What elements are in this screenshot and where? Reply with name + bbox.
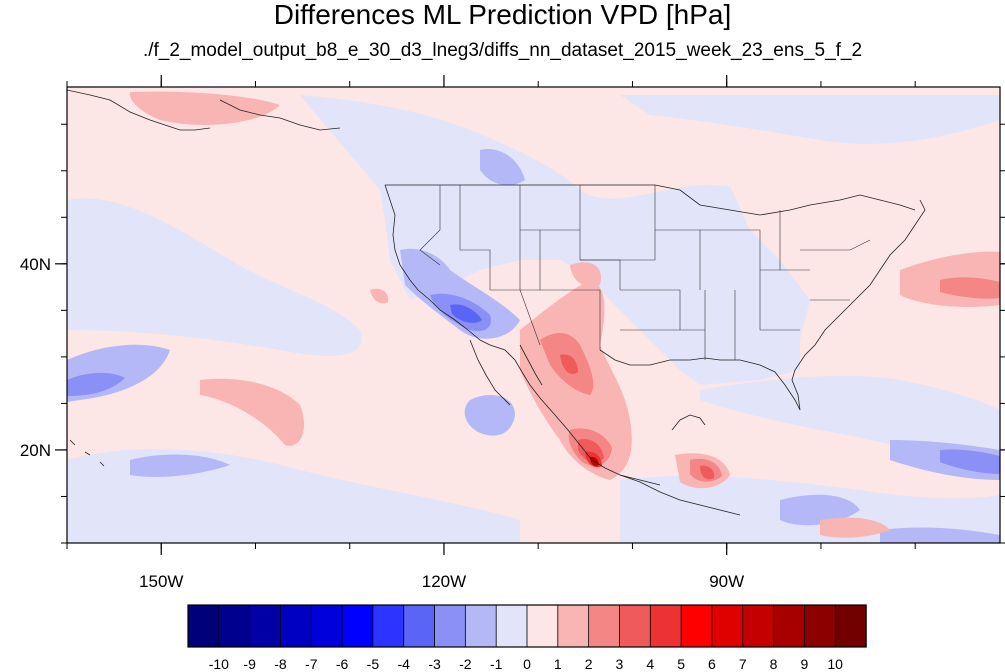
colorbar-label: 9	[800, 656, 808, 672]
colorbar-label: -10	[209, 656, 229, 672]
colorbar-label: 6	[708, 656, 716, 672]
colorbar-box	[557, 604, 590, 648]
colorbar-box	[249, 604, 282, 648]
colorbar-label: -8	[274, 656, 287, 672]
lat-tick-label: 40N	[20, 255, 51, 274]
colorbar-label: 7	[739, 656, 747, 672]
colorbar-box	[310, 604, 343, 648]
lat-tick-label: 20N	[20, 441, 51, 460]
lon-tick-label: 120W	[422, 572, 466, 591]
colorbar-box	[464, 604, 497, 648]
colorbar-box	[526, 604, 559, 648]
colorbar-box	[218, 604, 251, 648]
colorbar-box	[803, 604, 836, 648]
colorbar-label: 8	[770, 656, 778, 672]
colorbar-label: -2	[459, 656, 472, 672]
colorbar-label: -3	[428, 656, 441, 672]
colorbar-box	[403, 604, 436, 648]
colorbar-label: 2	[585, 656, 593, 672]
map-field	[67, 87, 1000, 543]
map-subtitle: ./f_2_model_output_b8_e_30_d3_lneg3/diff…	[142, 40, 863, 61]
colorbar-box	[341, 604, 374, 648]
colorbar-box	[680, 604, 713, 648]
colorbar-label: -4	[398, 656, 411, 672]
state-borders	[419, 185, 871, 360]
lon-tick-label: 90W	[709, 572, 744, 591]
colorbar-label: 4	[646, 656, 654, 672]
colorbar-box	[834, 604, 867, 648]
colorbar-label: 10	[827, 656, 843, 672]
colorbar-label: -1	[490, 656, 503, 672]
colorbar-box	[742, 604, 775, 648]
colorbar-box	[495, 604, 528, 648]
colorbar-label: 5	[677, 656, 685, 672]
colorbar-box	[619, 604, 651, 648]
colorbar-box	[773, 604, 806, 648]
colorbar-label: -7	[305, 656, 318, 672]
colorbar-box	[372, 604, 405, 648]
colorbar-label: -6	[336, 656, 349, 672]
colorbar: -10 -9 -8 -7 -6 -5 -4 -3 -2 -1 0 1 2 3 4 5 6 7 8 9 10	[187, 604, 867, 672]
map-frame	[66, 86, 1001, 544]
colorbar-label: -5	[367, 656, 380, 672]
colorbar-frame	[187, 604, 867, 648]
lon-tick-label: 150W	[139, 572, 183, 591]
map-title: Differences ML Prediction VPD [hPa]	[273, 0, 732, 30]
map-axes: 150W 120W 90W 40N 20N	[20, 75, 1005, 591]
colorbar-box	[434, 604, 467, 648]
colorbar-label: -9	[243, 656, 256, 672]
colorbar-label: 0	[523, 656, 531, 672]
coastlines	[67, 89, 926, 516]
colorbar-label: 3	[616, 656, 624, 672]
colorbar-box	[649, 604, 682, 648]
colorbar-box	[280, 604, 312, 648]
colorbar-box	[187, 604, 220, 648]
colorbar-label: 1	[554, 656, 562, 672]
colorbar-box	[588, 604, 621, 648]
colorbar-box	[711, 604, 744, 648]
